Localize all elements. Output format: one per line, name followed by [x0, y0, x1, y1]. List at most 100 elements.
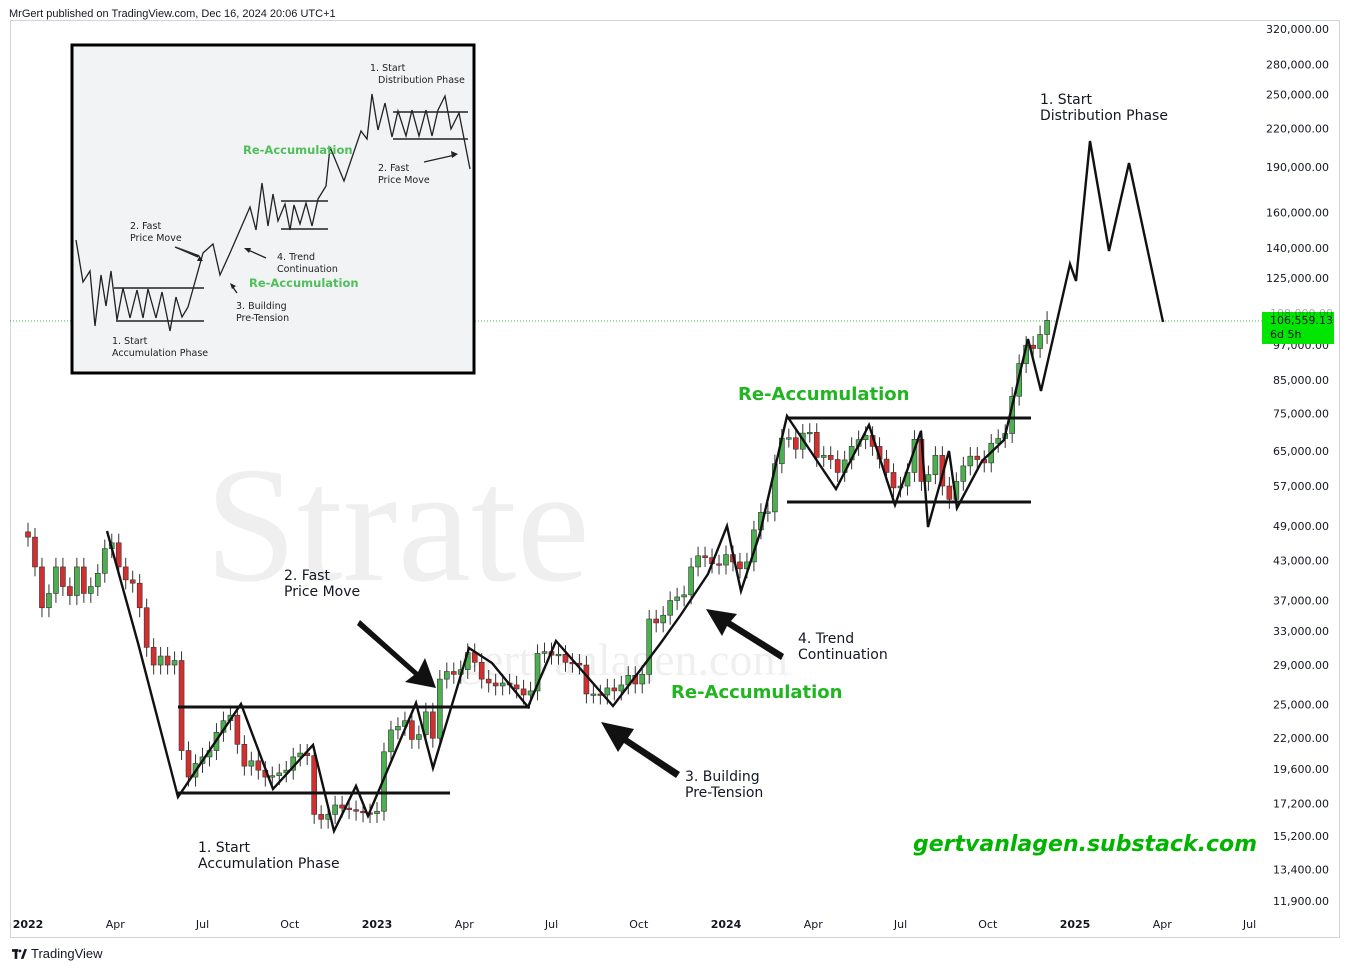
candle-body	[374, 810, 380, 814]
price-tick-label: 22,000.00	[1273, 732, 1329, 745]
candle-body	[555, 653, 562, 657]
annotations: 1. Start Accumulation Phase 2. Fast Price …	[198, 92, 1257, 872]
candle-body	[360, 810, 366, 814]
publisher-header: MrGert published on TradingView.com, Dec…	[9, 8, 336, 20]
time-tick-label: Apr	[804, 918, 824, 931]
candle-body	[136, 582, 143, 609]
inset-trend-continuation: 4. Trend Continuation	[277, 252, 338, 275]
tradingview-logo-text: TradingView	[31, 946, 103, 961]
inset-reaccumulation-b: Re-Accumulation	[249, 276, 359, 290]
candle-body	[423, 711, 429, 735]
price-tick-label: 190,000.00	[1266, 161, 1329, 174]
candle-body	[248, 760, 255, 767]
ann-fast-price-move: 2. Fast Price Move	[284, 568, 360, 600]
inset-start-accumulation: 1. Start Accumulation Phase	[112, 336, 208, 359]
price-tick-label: 140,000.00	[1266, 242, 1329, 255]
candle-body	[395, 726, 401, 731]
inset-start-distribution: 1. Start Distribution Phase	[370, 63, 465, 86]
candle-body	[276, 772, 283, 776]
candle-body	[122, 566, 129, 581]
arrow-trend-continuation	[706, 609, 784, 660]
candle-body	[646, 618, 653, 675]
time-tick-label: 2024	[711, 918, 742, 931]
ann-building-pretension: 3. Building Pre-Tension	[685, 769, 763, 801]
candle-body	[890, 472, 897, 489]
substack-link[interactable]: gertvanlagen.substack.com	[913, 832, 1257, 857]
candle-body	[1037, 334, 1043, 349]
inset-reaccumulation-a: Re-Accumulation	[243, 143, 353, 157]
price-tick-label: 33,000.00	[1273, 625, 1329, 638]
price-tick-label: 160,000.00	[1266, 207, 1329, 220]
candle-body	[604, 687, 611, 696]
time-tick-label: 2023	[362, 918, 393, 931]
candle-body	[639, 674, 646, 685]
price-tick-label: 320,000.00	[1266, 23, 1329, 36]
price-tick-label: 11,900.00	[1273, 895, 1329, 908]
price-tick-label: 280,000.00	[1266, 58, 1329, 71]
candle-body	[430, 711, 436, 739]
price-tick-label: 49,000.00	[1273, 520, 1329, 533]
inset-fast-price-move-2: 2. Fast Price Move	[378, 163, 430, 186]
candle-body	[806, 432, 813, 435]
candle-body	[667, 600, 673, 616]
candle-body	[255, 760, 262, 771]
candle-body	[737, 561, 743, 570]
candle-body	[409, 720, 415, 740]
wave-overlay-line	[105, 140, 1165, 835]
candle-body	[157, 655, 164, 666]
candle-body	[74, 566, 80, 596]
candle-body	[318, 814, 324, 820]
candle-body	[241, 744, 248, 767]
price-tick-label: 37,000.00	[1273, 595, 1329, 608]
candle-body	[702, 555, 708, 558]
watermark: Strate gertvanlagen.com	[205, 433, 788, 685]
candle-body	[67, 586, 73, 596]
candle-body	[39, 566, 45, 609]
candle-body	[416, 734, 422, 740]
candle-body	[562, 653, 569, 663]
candle-body	[695, 555, 701, 568]
candle-body	[925, 474, 932, 482]
tradingview-logo[interactable]: TradingView	[12, 946, 103, 961]
inset-diagram: 1. Start Accumulation Phase 2. Fast Price …	[70, 43, 476, 375]
ann-reaccumulation-1: Re-Accumulation	[738, 384, 909, 405]
time-tick-label: Apr	[106, 918, 126, 931]
price-tick-label: 220,000.00	[1266, 122, 1329, 135]
candle-body	[164, 655, 171, 666]
candle-body	[25, 531, 31, 538]
candle-body	[485, 678, 492, 684]
candle-body	[450, 671, 457, 675]
candle-body	[723, 554, 729, 566]
candle-body	[388, 729, 394, 753]
watermark-url: gertvanlagen.com	[460, 634, 788, 685]
candle-body	[716, 563, 722, 566]
price-tick-label: 15,200.00	[1273, 830, 1329, 843]
current-price-tag: 108,000.00 106,559.13 6d 5h	[1262, 307, 1334, 344]
candle-body	[932, 455, 939, 475]
candle-body	[995, 438, 1002, 444]
time-tick-label: 2025	[1060, 918, 1091, 931]
arrow-building-pretension	[601, 722, 680, 778]
time-tick-label: Oct	[280, 918, 300, 931]
candle-body	[792, 437, 799, 450]
candle-body	[353, 809, 359, 812]
candle-body	[946, 485, 953, 500]
price-axis[interactable]: 320,000.00 280,000.00 250,000.00 220,000.00…	[1266, 23, 1329, 908]
candle-body	[583, 664, 590, 695]
candle-body	[234, 714, 241, 745]
candle-body	[46, 593, 52, 609]
candle-body	[834, 459, 841, 473]
candle-body	[786, 437, 792, 440]
candle-body	[883, 458, 890, 473]
tradingview-logo-icon	[12, 948, 27, 959]
time-tick-label: Apr	[455, 918, 475, 931]
candle-body	[53, 566, 59, 594]
price-tick-label: 19,600.00	[1273, 763, 1329, 776]
candle-body	[95, 573, 101, 587]
time-tick-label: Oct	[978, 918, 998, 931]
inset-fast-price-move: 2. Fast Price Move	[130, 221, 182, 244]
time-axis[interactable]: 2022 Apr Jul Oct 2023 Apr Jul Oct 2024 Apr Jul Oct 2…	[13, 918, 1256, 931]
candle-body	[653, 618, 660, 624]
candle-body	[681, 594, 687, 598]
